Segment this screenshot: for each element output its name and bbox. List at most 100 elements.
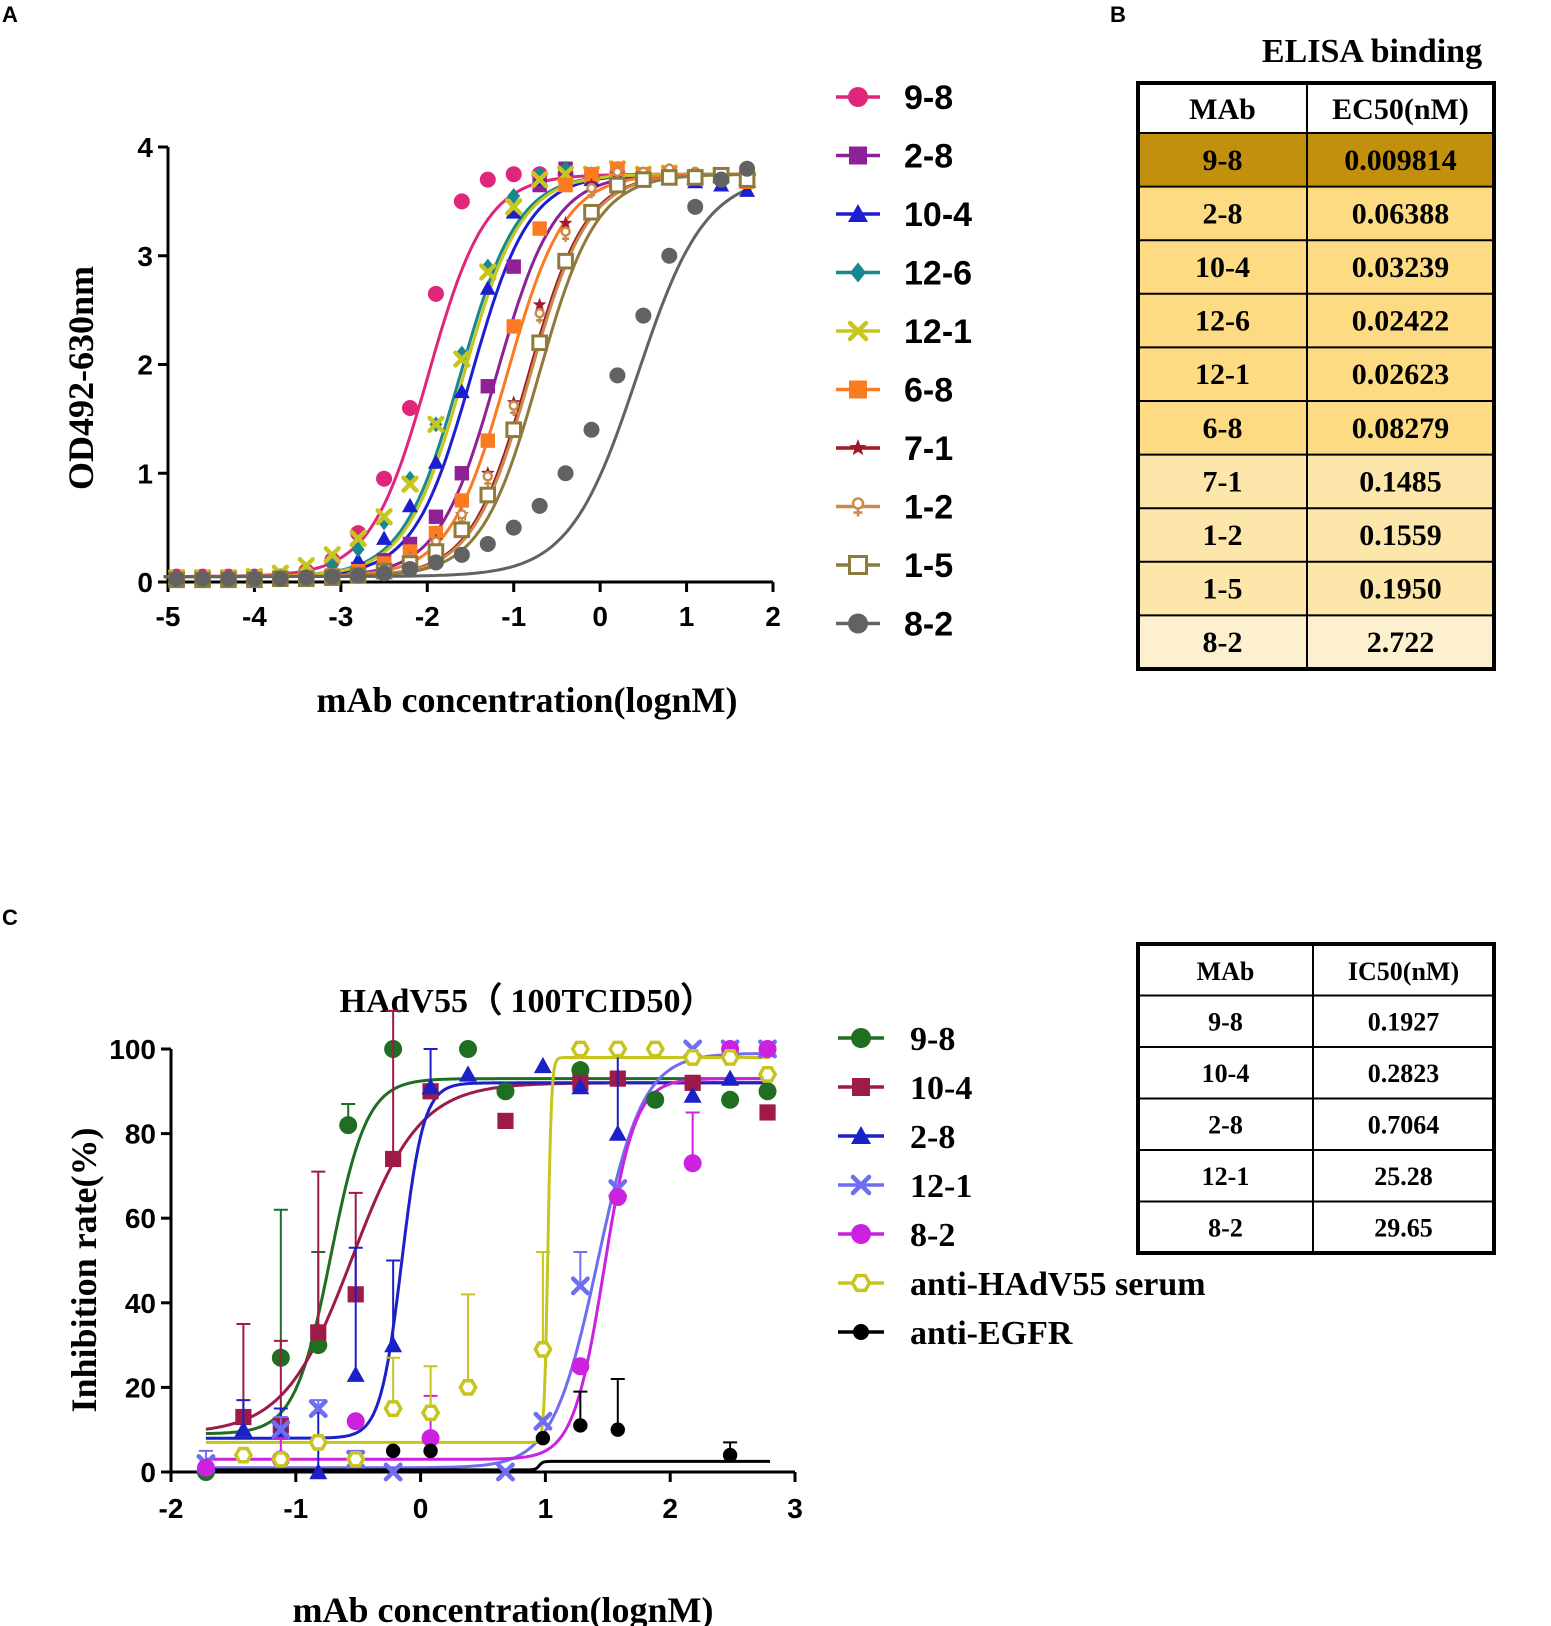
- chart-a-legend-marker: [851, 497, 865, 517]
- ec50-cell-mab: 10-4: [1195, 251, 1250, 284]
- chart-a-x-tick-label: 1: [679, 601, 695, 632]
- chart-c-fit-9-8: [205, 1077, 770, 1436]
- chart-c-point-anti-HAdV55 serum: [420, 1404, 441, 1422]
- chart-a-point-8-2: [661, 247, 678, 264]
- chart-c-point-2-8: [721, 1069, 740, 1086]
- chart-c-point-2-8: [346, 1365, 365, 1382]
- chart-a-point-1-5: [635, 171, 652, 188]
- chart-a-point-6-8: [532, 221, 547, 236]
- chart-c-point-anti-HAdV55 serum: [458, 1379, 478, 1396]
- chart-c-legend-marker: [851, 1126, 871, 1144]
- ic50-table-cells: MAb IC50(nM) 9-8 0.1927 10-4 0.2823 2-8 0.7064 1…: [1136, 942, 1496, 1255]
- ec50-row-bg: [1138, 347, 1494, 401]
- chart-c-error-bar: [386, 1009, 401, 1159]
- chart-c-legend-label: 2-8: [910, 1119, 955, 1156]
- chart-c-point-2-8: [571, 1078, 590, 1095]
- chart-c-legend-marker: [851, 1224, 871, 1244]
- chart-c-point-anti-HAdV55 serum: [645, 1040, 665, 1058]
- chart-c-fit-anti-EGFR: [205, 1459, 770, 1472]
- chart-a-point-9-8: [427, 285, 444, 302]
- ec50-header-mab: MAb: [1189, 93, 1256, 126]
- chart-c-point-2-8: [533, 1056, 552, 1074]
- chart-c-point-8-2: [758, 1040, 777, 1058]
- chart-a-point-1-5: [531, 334, 548, 352]
- chart-c-point-anti-HAdV55 serum: [233, 1446, 254, 1464]
- chart-c-error-bar: [311, 1170, 326, 1333]
- ec50-row-bg: [1138, 454, 1494, 509]
- chart-a-y-tick-label: 3: [137, 241, 153, 272]
- chart-a-point-12-6: [325, 557, 339, 574]
- chart-a-point-8-2: [427, 554, 444, 571]
- chart-a-point-1-2: [508, 400, 519, 416]
- chart-c-y-tick-label: 80: [125, 1119, 156, 1150]
- chart-a-x-tick-label: -4: [242, 601, 267, 632]
- chart-c-fit-10-4: [205, 1081, 770, 1431]
- chart-a-point-6-8: [506, 319, 521, 334]
- chart-c-point-9-8: [459, 1040, 478, 1058]
- ec50-row-bg: [1138, 240, 1494, 294]
- chart-c-point-2-8: [309, 1463, 328, 1480]
- chart-a-legend-label: 2-8: [904, 138, 953, 176]
- chart-a-point-10-4: [376, 530, 393, 545]
- chart-a-point-8-2: [687, 198, 704, 215]
- chart-c-x-tick-label: 0: [413, 1493, 429, 1524]
- ec50-row-bg: [1138, 133, 1494, 187]
- chart-c-legend-marker: [853, 1324, 869, 1340]
- chart-a-point-8-2: [246, 570, 263, 587]
- chart-a-point-8-2: [350, 567, 367, 584]
- chart-a-point-9-8: [402, 400, 418, 416]
- chart-a-point-1-5: [583, 203, 600, 221]
- chart-a-legend-label: 7-1: [904, 430, 953, 468]
- chart-a-legend-label: 1-2: [904, 489, 953, 527]
- chart-a-legend-marker: [848, 87, 868, 107]
- ec50-row-bg: [1138, 561, 1494, 616]
- chart-a-point-9-8: [376, 470, 393, 487]
- chart-c-legend: 9-8 10-4 2-8 12-1 8-2 anti-HAdV55 serum anti-E…: [838, 1021, 1206, 1352]
- ic50-table: MAb IC50(nM) 9-8 0.1927 10-4 0.2823 2-8 0.7064 1…: [1136, 942, 1496, 1255]
- ec50-row-bg: [1138, 186, 1494, 241]
- chart-c-point-12-1: [308, 1399, 328, 1418]
- ec50-cell-mab: 12-6: [1195, 305, 1250, 338]
- chart-c-point-anti-HAdV55 serum: [682, 1049, 703, 1066]
- chart-a-point-12-6: [481, 258, 495, 275]
- chart-c-error-bar: [348, 1246, 363, 1375]
- chart-c-point-anti-HAdV55 serum: [346, 1450, 366, 1468]
- ic50-cell-mab: 12-1: [1202, 1162, 1250, 1191]
- chart-a-legend-marker: [848, 555, 868, 575]
- chart-a-point-8-2: [194, 570, 211, 587]
- chart-c-point-8-2: [196, 1458, 215, 1477]
- chart-a-point-12-1: [530, 170, 549, 189]
- chart-a-point-8-2: [713, 171, 730, 188]
- chart-a-legend-label: 12-1: [904, 313, 972, 351]
- chart-c-point-12-1: [271, 1420, 291, 1440]
- chart-c-point-2-8: [421, 1078, 440, 1095]
- chart-c-data-points: [196, 1009, 778, 1482]
- chart-a-point-1-2: [586, 182, 597, 199]
- chart-a-y-axis-title: OD492-630nm: [61, 266, 101, 490]
- chart-c-point-12-1: [533, 1411, 553, 1431]
- ic50-cell-mab: 9-8: [1208, 1007, 1243, 1036]
- ic50-cell-value: 0.7064: [1368, 1110, 1440, 1139]
- ec50-cell-value: 0.08279: [1352, 412, 1450, 445]
- chart-a-point-2-8: [506, 259, 521, 274]
- chart-c-error-bar: [573, 1251, 588, 1286]
- chart-a-point-6-8: [558, 177, 573, 193]
- chart-c-error-bar: [273, 1208, 288, 1358]
- chart-a-x-tick-label: -2: [415, 601, 440, 632]
- chart-c-point-anti-EGFR: [423, 1443, 438, 1459]
- chart-c-point-10-4: [684, 1074, 701, 1091]
- chart-c-y-tick-label: 100: [109, 1034, 156, 1065]
- chart-a-point-2-8: [428, 509, 444, 524]
- chart-c-point-anti-HAdV55 serum: [570, 1040, 591, 1058]
- chart-c-point-2-8: [683, 1086, 702, 1103]
- chart-c-legend-label: anti-EGFR: [910, 1315, 1073, 1352]
- chart-a-point-6-8: [454, 493, 470, 508]
- chart-c-fit-8-2: [205, 1077, 770, 1461]
- chart-a-point-12-1: [401, 475, 419, 493]
- chart-a-point-10-4: [427, 454, 444, 469]
- chart-a-point-2-8: [480, 379, 495, 394]
- chart-c-point-10-4: [497, 1112, 514, 1130]
- chart-a-point-10-4: [479, 280, 496, 295]
- chart-c-x-tick-label: -2: [159, 1493, 184, 1524]
